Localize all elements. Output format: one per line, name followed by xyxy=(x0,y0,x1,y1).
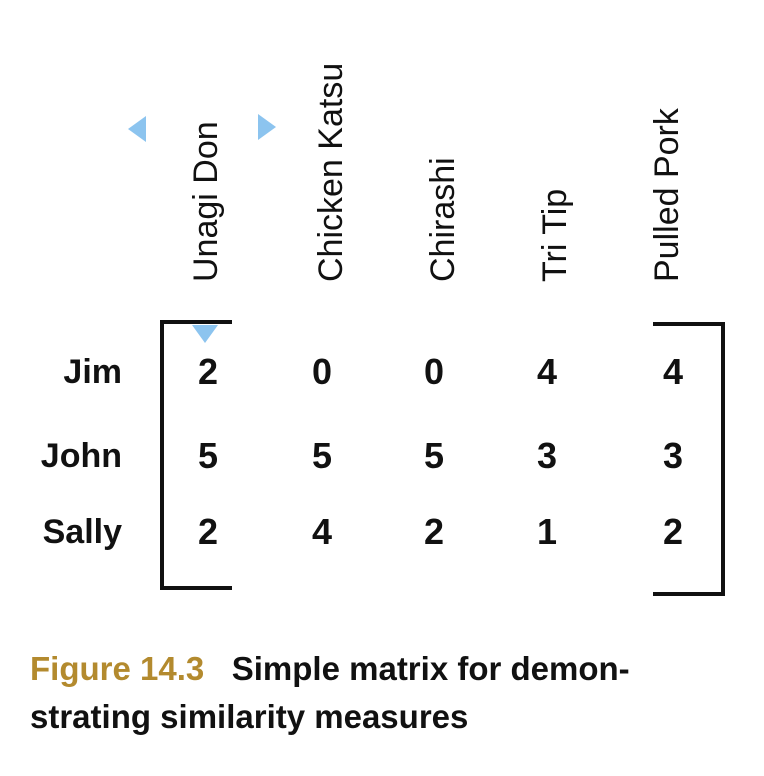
caption-text-line-1: Simple matrix for demon- xyxy=(231,650,630,687)
column-header-chirashi: Chirashi xyxy=(424,157,462,282)
matrix-cell: 2 xyxy=(197,351,219,392)
right-triangle-handle-icon[interactable] xyxy=(258,114,276,140)
matrix-cell: 2 xyxy=(197,511,219,552)
column-header-unagi-don: Unagi Don xyxy=(187,121,225,282)
matrix-cell: 0 xyxy=(311,351,333,392)
matrix-cell: 5 xyxy=(311,435,333,476)
matrix-cell: 3 xyxy=(536,435,558,476)
figure-number: Figure 14.3 xyxy=(30,650,205,687)
matrix-cell: 2 xyxy=(662,511,684,552)
matrix-cell: 1 xyxy=(536,511,558,552)
matrix-cell: 4 xyxy=(536,351,558,392)
matrix-cell: 2 xyxy=(423,511,445,552)
matrix-cell: 5 xyxy=(423,435,445,476)
caption-line-1: Figure 14.3 Simple matrix for demon- xyxy=(30,650,630,688)
row-label-jim: Jim xyxy=(63,353,122,391)
left-triangle-handle-icon[interactable] xyxy=(128,116,146,142)
matrix-cell: 5 xyxy=(197,435,219,476)
row-label-sally: Sally xyxy=(42,513,122,551)
matrix-cell: 4 xyxy=(311,511,333,552)
matrix-cell: 4 xyxy=(662,351,684,392)
matrix-cell: 0 xyxy=(423,351,445,392)
down-triangle-handle-icon[interactable] xyxy=(192,325,218,343)
row-label-john: John xyxy=(40,437,122,475)
matrix-left-bracket xyxy=(160,320,232,590)
column-header-pulled-pork: Pulled Pork xyxy=(648,108,686,282)
matrix-cell: 3 xyxy=(662,435,684,476)
column-header-tri-tip: Tri Tip xyxy=(536,188,574,282)
caption-text-line-2: strating similarity measures xyxy=(30,698,469,735)
column-header-chicken-katsu: Chicken Katsu xyxy=(312,62,350,282)
matrix-right-bracket xyxy=(653,322,725,596)
